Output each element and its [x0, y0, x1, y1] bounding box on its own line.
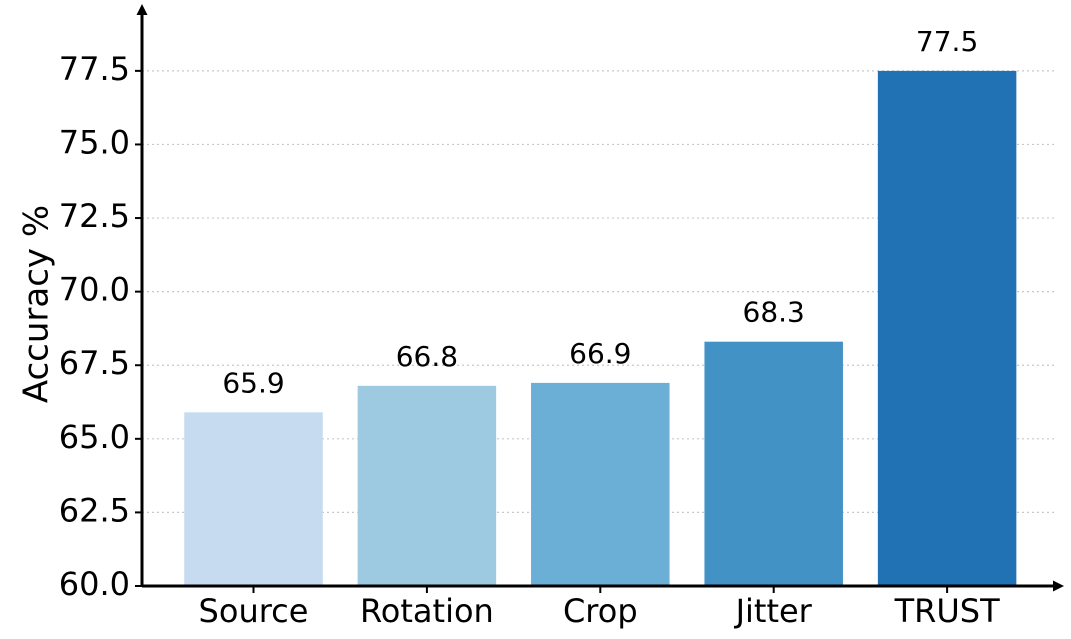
x-axis-arrow-icon: [1053, 580, 1064, 592]
bar-trust: [877, 70, 1017, 586]
y-axis-title: Accuracy %: [17, 205, 57, 403]
data-label: 77.5: [916, 25, 978, 58]
y-tick-label: 62.5: [59, 491, 130, 529]
x-tick-label: Source: [199, 592, 309, 630]
bar-crop: [531, 382, 670, 586]
y-ticks: 60.0 62.5 65.0 67.5 70.0 72.5 75.0 77.5: [59, 50, 142, 603]
bars: [184, 70, 1017, 586]
x-ticks: Source Rotation Crop Jitter TRUST: [199, 586, 1001, 630]
bar-rotation: [357, 385, 497, 586]
y-tick-label: 77.5: [59, 50, 130, 88]
data-labels: 65.9 66.8 66.9 68.3 77.5: [222, 25, 978, 399]
x-tick-label: Jitter: [734, 592, 813, 630]
x-tick-label: Rotation: [360, 592, 494, 630]
x-tick-label: TRUST: [894, 592, 1001, 630]
y-tick-label: 67.5: [59, 344, 130, 382]
data-label: 66.9: [569, 337, 631, 370]
x-tick-label: Crop: [563, 592, 638, 630]
data-label: 66.8: [396, 340, 458, 373]
y-tick-label: 75.0: [59, 123, 130, 161]
bar-jitter: [704, 341, 843, 586]
y-tick-label: 72.5: [59, 197, 130, 235]
y-axis-arrow-icon: [136, 4, 148, 15]
y-tick-label: 70.0: [59, 271, 130, 309]
data-label: 68.3: [743, 296, 805, 329]
axes: [136, 4, 1064, 592]
data-label: 65.9: [222, 366, 284, 399]
y-tick-label: 65.0: [59, 418, 130, 456]
y-tick-label: 60.0: [59, 565, 130, 603]
bar-source: [184, 412, 323, 586]
